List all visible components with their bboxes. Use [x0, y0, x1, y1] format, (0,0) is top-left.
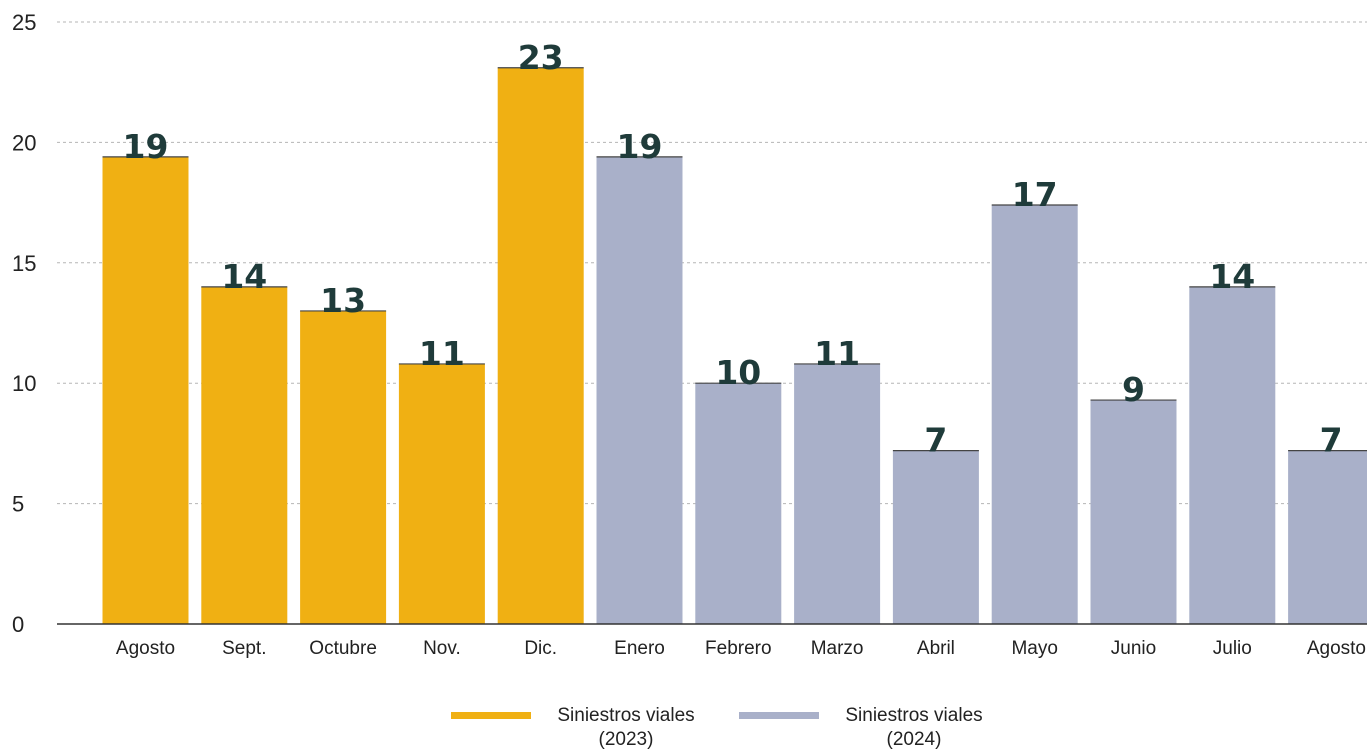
data-label: 9	[1122, 370, 1145, 409]
bars	[102, 67, 1367, 624]
data-label: 14	[221, 257, 267, 296]
bar	[300, 310, 387, 624]
bar	[1090, 400, 1177, 624]
bar-chart: 0 5 10 15 20 25 19 14 13 11 23 19 10 11 7 17 9 14 7 Agost…	[12, 10, 1367, 659]
data-label: 10	[715, 353, 761, 392]
x-tick-label: Octubre	[309, 638, 377, 659]
bar	[398, 363, 485, 624]
legend-label-2024: Siniestros viales (2024)	[845, 705, 983, 750]
y-tick-label: 15	[12, 251, 36, 276]
bar	[201, 286, 288, 624]
legend-swatch-2024	[739, 712, 819, 719]
bar	[794, 363, 881, 624]
x-tick-label: Mayo	[1011, 638, 1057, 659]
data-label: 17	[1012, 175, 1058, 214]
y-tick-label: 25	[12, 10, 36, 35]
bar	[102, 156, 189, 624]
data-labels: 19 14 13 11 23 19 10 11 7 17 9 14 7	[123, 38, 1343, 460]
bar	[695, 383, 782, 624]
x-tick-label: Nov.	[423, 638, 461, 659]
y-tick-label: 0	[12, 612, 24, 637]
x-tick-label: Dic.	[524, 638, 557, 659]
y-axis-ticks: 0 5 10 15 20 25	[12, 10, 36, 637]
x-tick-label: Febrero	[705, 638, 772, 659]
data-label: 19	[617, 127, 663, 166]
y-tick-label: 10	[12, 371, 36, 396]
bar	[1189, 286, 1276, 624]
x-tick-label: Julio	[1213, 638, 1252, 659]
legend-label-2023: Siniestros viales (2023)	[557, 705, 695, 750]
y-tick-label: 20	[12, 130, 36, 155]
legend: Siniestros viales (2023) Siniestros vial…	[0, 704, 1367, 752]
data-label: 11	[419, 334, 465, 373]
data-label: 11	[814, 334, 860, 373]
legend-item-2023: Siniestros viales (2023)	[451, 704, 721, 752]
x-tick-label: Agosto	[1307, 638, 1366, 659]
data-label: 19	[123, 127, 169, 166]
data-label: 7	[1320, 421, 1343, 460]
legend-swatch-2023	[451, 712, 531, 719]
x-tick-label: Enero	[614, 638, 665, 659]
x-axis-ticks: Agosto Sept. Octubre Nov. Dic. Enero Febrero Ma…	[116, 638, 1366, 659]
data-label: 23	[518, 38, 564, 77]
y-tick-label: 5	[12, 492, 24, 517]
bar	[892, 450, 979, 624]
x-tick-label: Marzo	[811, 638, 864, 659]
bar	[497, 67, 584, 624]
bar	[596, 156, 683, 624]
x-tick-label: Junio	[1111, 638, 1156, 659]
data-label: 13	[320, 281, 366, 320]
legend-item-2024: Siniestros viales (2024)	[739, 704, 1009, 752]
x-tick-label: Sept.	[222, 638, 266, 659]
bar	[991, 205, 1078, 624]
x-tick-label: Abril	[917, 638, 955, 659]
data-label: 7	[924, 421, 947, 460]
x-tick-label: Agosto	[116, 638, 175, 659]
bar	[1288, 450, 1367, 624]
data-label: 14	[1209, 257, 1255, 296]
